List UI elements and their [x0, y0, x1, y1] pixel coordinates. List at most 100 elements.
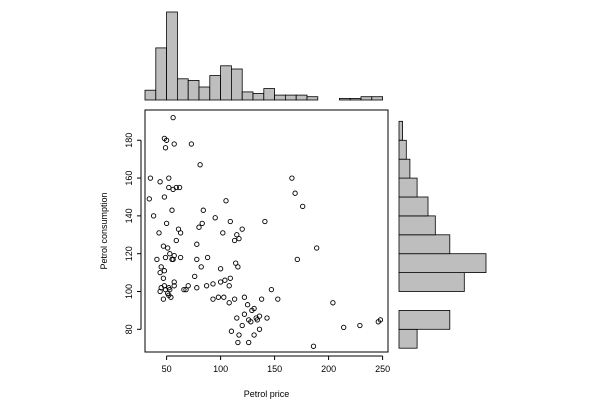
data-point: [196, 224, 202, 230]
data-point: [183, 286, 189, 293]
data-point: [163, 137, 170, 143]
data-point: [165, 245, 171, 251]
data-point: [194, 241, 200, 247]
data-point: [147, 175, 154, 181]
data-point: [275, 296, 281, 302]
data-point: [169, 207, 175, 213]
data-point: [357, 322, 363, 329]
y-histogram-bar: [398, 253, 487, 273]
data-point: [160, 296, 167, 302]
y-histogram-bar: [398, 177, 418, 198]
x-tick-label: 150: [267, 364, 282, 374]
data-point: [169, 256, 175, 263]
data-point: [170, 114, 176, 121]
x-tick-label: 200: [321, 364, 336, 374]
data-point: [170, 186, 176, 193]
data-point: [256, 326, 263, 332]
data-point: [210, 281, 216, 287]
data-point: [210, 296, 216, 302]
data-point: [254, 317, 260, 323]
data-point: [241, 294, 248, 300]
data-point: [156, 230, 162, 236]
x-histogram-bar: [349, 98, 362, 101]
data-point: [158, 264, 164, 270]
data-point: [150, 213, 157, 219]
data-point: [221, 294, 227, 300]
data-point: [264, 315, 270, 321]
data-point: [181, 286, 187, 293]
data-point: [146, 196, 152, 202]
data-point: [161, 268, 168, 274]
data-point: [162, 254, 169, 261]
x-histogram-bar: [241, 91, 254, 101]
y-histogram-bar: [398, 139, 407, 160]
y-tick-label: 160: [124, 171, 134, 186]
y-histogram-bar: [398, 309, 451, 330]
data-point: [163, 220, 170, 227]
data-point: [226, 300, 232, 306]
data-point: [166, 175, 172, 181]
data-point: [248, 319, 254, 325]
scatter-points: [146, 114, 384, 349]
data-point: [227, 218, 233, 225]
x-marginal-histogram: [144, 11, 383, 101]
data-point: [239, 322, 245, 329]
x-histogram-bar: [220, 65, 232, 101]
data-point: [231, 237, 238, 244]
y-tick-label: 140: [124, 208, 134, 223]
y-axis: 80 100 120 140 160 180: [124, 133, 142, 334]
x-tick-label: 100: [213, 364, 228, 374]
data-point: [289, 175, 295, 181]
x-tick-label: 50: [162, 364, 172, 374]
y-histogram-bar: [398, 158, 411, 179]
data-point: [200, 207, 206, 213]
data-point: [171, 279, 177, 285]
data-point: [235, 264, 241, 270]
data-point: [262, 218, 268, 225]
data-point: [220, 230, 226, 236]
data-point: [226, 283, 232, 289]
data-point: [176, 184, 183, 191]
y-marginal-histogram: [398, 120, 487, 349]
data-point: [161, 194, 168, 200]
x-histogram-bar: [263, 88, 275, 101]
data-point: [233, 260, 239, 266]
x-histogram-bar: [187, 80, 200, 101]
x-axis-title: Petrol price: [244, 389, 290, 399]
data-point: [188, 141, 195, 147]
data-point: [241, 311, 248, 317]
data-point: [244, 302, 251, 308]
data-point: [197, 162, 203, 168]
data-point: [160, 275, 167, 281]
data-point: [223, 198, 229, 204]
y-histogram-bar: [398, 215, 436, 236]
data-point: [199, 220, 205, 227]
data-point: [212, 215, 218, 221]
data-point: [162, 145, 169, 151]
data-point: [215, 294, 222, 300]
data-point: [177, 254, 184, 261]
data-point: [330, 300, 336, 306]
data-point: [154, 256, 160, 263]
data-point: [203, 283, 210, 289]
y-histogram-bar: [398, 234, 451, 255]
y-histogram-bar: [398, 272, 465, 292]
x-histogram-bar: [209, 75, 222, 101]
y-histogram-bar: [398, 328, 418, 349]
data-point: [258, 296, 265, 302]
data-point: [234, 232, 240, 238]
data-point: [204, 254, 211, 261]
data-point: [227, 275, 233, 281]
data-point: [235, 339, 241, 346]
y-tick-label: 80: [124, 324, 134, 334]
x-histogram-bar: [360, 96, 373, 101]
data-point: [177, 230, 184, 236]
data-point: [231, 296, 238, 302]
x-histogram-bar: [166, 11, 178, 101]
data-point: [166, 184, 172, 191]
x-histogram-bar: [338, 98, 351, 101]
y-histogram-bar: [398, 120, 403, 141]
data-point: [300, 203, 306, 210]
data-point: [234, 315, 240, 321]
data-point: [157, 269, 163, 276]
